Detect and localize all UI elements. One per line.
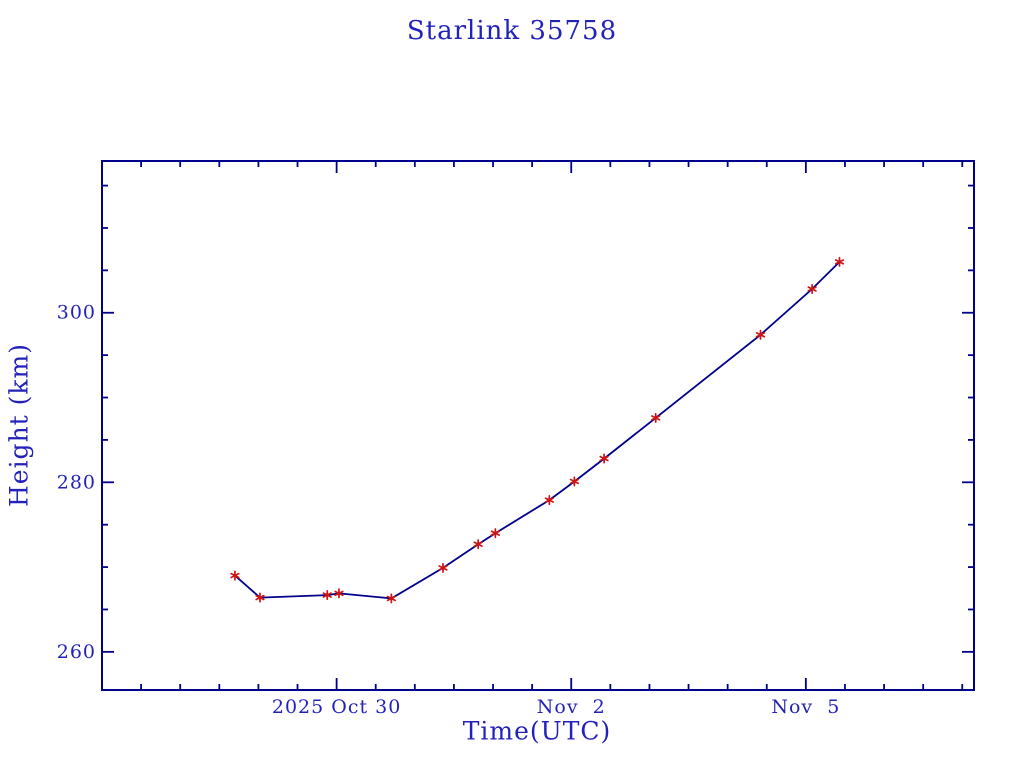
data-point-marker-center [547,498,552,502]
data-point-marker-center [337,591,341,596]
data-point-marker-center [476,542,480,546]
data-series-line [234,261,841,600]
x-tick-label: 2025 Oct 30 [272,696,401,718]
chart-title: Starlink 35758 [406,16,618,46]
data-point-marker-center [837,260,842,264]
x-tick-label: Nov 5 [771,696,840,718]
data-point-marker-center [389,596,394,601]
data-point-marker-center [758,333,763,337]
y-axis-label: Height (km) [4,342,34,508]
y-tick-label: 260 [57,641,96,663]
data-point-marker-center [233,573,237,578]
data-point-marker-center [654,416,658,420]
x-axis-label: Time(UTC) [462,716,612,746]
data-point-marker-center [258,595,262,600]
data-point-marker-center [325,593,329,597]
x-tick-label: Nov 2 [537,696,606,718]
data-point-marker-center [493,531,498,535]
plot-frame [101,160,975,691]
y-tick-label: 280 [57,471,96,493]
data-point-marker-center [602,456,606,461]
data-point-marker-center [810,287,814,291]
y-tick-label: 300 [57,302,96,324]
data-point-marker-center [441,566,445,570]
data-point-marker-center [572,479,577,484]
